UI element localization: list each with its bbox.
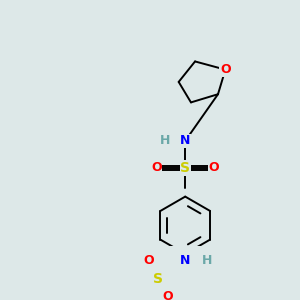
Text: H: H xyxy=(202,254,212,267)
Text: H: H xyxy=(160,134,170,147)
Text: N: N xyxy=(180,134,190,147)
Text: O: O xyxy=(208,161,219,174)
Text: O: O xyxy=(220,63,231,76)
Text: O: O xyxy=(143,254,154,267)
Text: O: O xyxy=(163,290,173,300)
Text: S: S xyxy=(153,272,163,286)
Text: O: O xyxy=(151,161,162,174)
Text: N: N xyxy=(180,254,190,267)
Text: S: S xyxy=(180,161,190,175)
